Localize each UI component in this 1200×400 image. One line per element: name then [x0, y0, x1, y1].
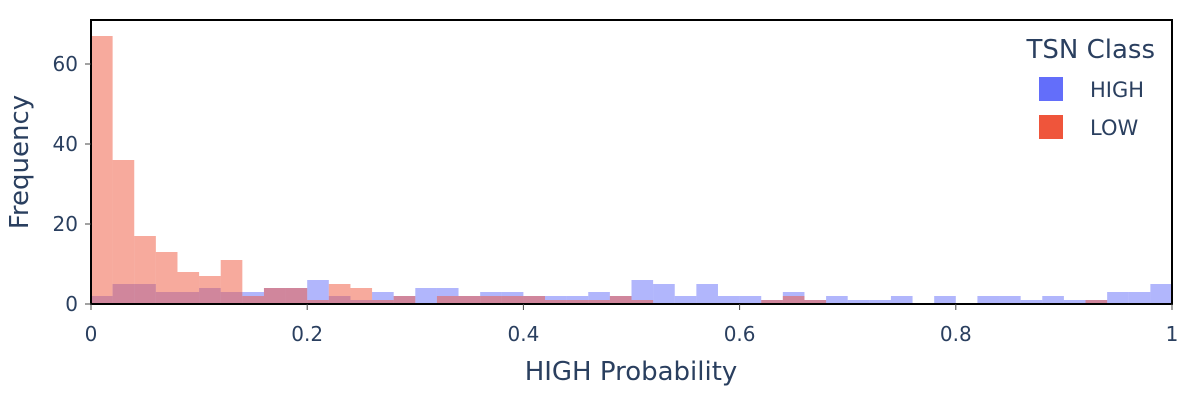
y-tick-label: 20 — [53, 212, 78, 236]
bar-low-20 — [523, 296, 546, 304]
bar-low-8 — [263, 288, 286, 304]
bar-high-29 — [717, 296, 740, 304]
y-tick-label: 0 — [65, 292, 78, 316]
bar-low-31 — [761, 300, 783, 304]
y-tick-label: 60 — [53, 52, 78, 76]
bar-low-6 — [220, 260, 243, 304]
bar-low-13 — [372, 300, 394, 304]
bar-low-23 — [588, 300, 610, 304]
legend-swatch-low[interactable] — [1039, 115, 1063, 139]
x-tick-label: 1 — [1166, 322, 1179, 346]
bar-high-45 — [1063, 300, 1086, 304]
bar-high-37 — [890, 296, 913, 304]
bar-low-10 — [307, 300, 329, 304]
bar-low-2 — [134, 236, 156, 304]
x-tick-label: 0.2 — [291, 322, 323, 346]
bar-high-36 — [869, 300, 891, 304]
x-tick-label: 0 — [85, 322, 98, 346]
bar-low-18 — [480, 296, 502, 304]
bar-low-19 — [501, 296, 524, 304]
bar-low-7 — [242, 296, 264, 304]
legend-title: TSN Class — [1025, 35, 1155, 65]
bar-high-47 — [1107, 292, 1129, 304]
y-axis-ticks: 0 20 40 60 — [53, 52, 91, 316]
bar-high-43 — [1020, 300, 1043, 304]
y-axis-title: Frequency — [5, 95, 35, 229]
bar-low-4 — [177, 272, 200, 304]
bar-low-25 — [631, 300, 654, 304]
bar-low-16 — [436, 296, 459, 304]
bar-high-42 — [999, 296, 1021, 304]
bar-high-44 — [1042, 296, 1064, 304]
bar-low-46 — [1085, 300, 1108, 304]
x-tick-label: 0.8 — [940, 322, 972, 346]
bar-low-5 — [199, 276, 221, 304]
legend-label-high[interactable]: HIGH — [1090, 78, 1144, 102]
legend[interactable]: TSN Class HIGH LOW — [1025, 35, 1155, 140]
bar-low-32 — [782, 296, 805, 304]
x-axis-ticks: 0 0.2 0.4 0.6 0.8 1 — [85, 304, 1179, 346]
bar-low-12 — [350, 288, 373, 304]
bar-low-3 — [155, 252, 178, 304]
bar-low-11 — [328, 284, 351, 304]
bar-low-9 — [285, 288, 308, 304]
bar-low-1 — [112, 160, 135, 304]
bar-high-10 — [307, 280, 329, 304]
bar-high-15 — [415, 288, 437, 304]
bar-high-49 — [1150, 284, 1172, 304]
y-tick-label: 40 — [53, 132, 78, 156]
bar-low-0 — [91, 36, 113, 304]
bar-high-34 — [826, 296, 848, 304]
bar-high-25 — [631, 280, 654, 304]
x-axis-title: HIGH Probability — [525, 357, 738, 387]
bar-high-30 — [739, 296, 762, 304]
bar-high-27 — [674, 296, 697, 304]
plot-frame — [90, 19, 1173, 305]
bar-low-17 — [458, 296, 481, 304]
x-tick-label: 0.4 — [507, 322, 539, 346]
bar-low-24 — [609, 296, 632, 304]
bar-high-39 — [934, 296, 956, 304]
bar-high-26 — [653, 284, 675, 304]
bar-low-33 — [804, 300, 827, 304]
bar-high-48 — [1128, 292, 1151, 304]
bar-high-41 — [977, 296, 1000, 304]
bar-low-21 — [545, 300, 567, 304]
bar-low-14 — [393, 296, 416, 304]
legend-swatch-high[interactable] — [1039, 77, 1063, 101]
bar-high-35 — [847, 300, 870, 304]
x-tick-label: 0.6 — [724, 322, 756, 346]
bar-low-22 — [566, 300, 589, 304]
bar-high-28 — [696, 284, 718, 304]
bars-layer — [91, 36, 1172, 304]
legend-label-low[interactable]: LOW — [1090, 116, 1138, 140]
